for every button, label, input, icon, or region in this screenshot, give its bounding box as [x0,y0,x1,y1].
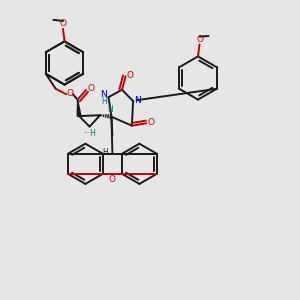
Text: O: O [67,89,73,98]
Text: N: N [100,90,107,99]
Text: O: O [87,84,94,93]
Text: H: H [101,97,106,106]
Text: H: H [107,105,113,114]
Text: O: O [109,175,116,184]
Polygon shape [77,100,81,116]
Text: N: N [134,96,141,105]
Text: H: H [102,148,108,157]
Text: O: O [60,19,67,28]
Text: O: O [147,118,154,127]
Text: O: O [126,70,133,80]
Text: ···H: ···H [83,129,96,138]
Text: O: O [196,35,203,44]
